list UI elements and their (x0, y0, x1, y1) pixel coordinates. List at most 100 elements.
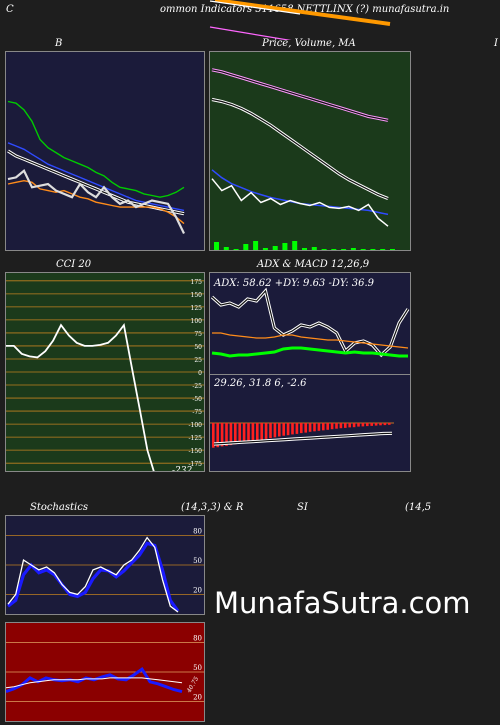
cci-tick-label: 75 (194, 331, 202, 338)
volume-bar (321, 249, 327, 250)
rsi-tick-label: 20 (193, 693, 202, 701)
title-stoch-params: (14,3,3) & R (181, 502, 244, 513)
adx-plusminus-inner (211, 289, 409, 356)
macd-hist-bar (269, 423, 272, 439)
title-adx-macd: ADX & MACD 12,26,9 (257, 259, 370, 270)
cci-tick-label: 125 (191, 305, 203, 312)
volume-bar (390, 249, 395, 250)
price-series-0-inner (211, 98, 389, 200)
macd-hist-bar (225, 423, 228, 446)
volume-bar (253, 241, 259, 250)
macd-hist-bar (374, 423, 378, 426)
bollinger-chart (7, 100, 185, 234)
cci-tick-label: 0 (198, 370, 202, 377)
macd-hist-bar (291, 423, 294, 435)
header-left-letter: C (6, 4, 14, 15)
price-series-1-inner (211, 69, 389, 121)
macd-hist-bar (344, 423, 347, 428)
cci-tick-label: -175 (189, 461, 203, 468)
rsi-line (6, 666, 183, 694)
header-stripes (209, 0, 391, 40)
volume-bar (331, 249, 337, 250)
macd-hist-bar (366, 423, 369, 427)
volume-bar (370, 249, 376, 250)
macd-hist-bar (216, 423, 219, 448)
volume-bar (380, 249, 386, 250)
price-series-3 (211, 178, 389, 227)
macd-hist-bar (308, 423, 312, 432)
macd-hist-bar (357, 423, 360, 427)
bollinger-series-4 (7, 169, 185, 234)
cci-tick-label: 150 (191, 292, 203, 299)
macd-hist-bar (251, 423, 255, 442)
macd-hist-bar (388, 423, 391, 425)
cci-tick-label: -75 (192, 409, 202, 416)
cci-tick-label: -125 (189, 435, 203, 442)
cci-tick-label: 25 (194, 357, 202, 364)
cci-tick-label: -100 (189, 422, 203, 429)
macd-hist-bar (282, 423, 285, 436)
macd-hist-bar (300, 423, 303, 434)
volume-bar (302, 248, 307, 250)
pink-stripe (209, 26, 292, 40)
macd-hist-bar (229, 423, 233, 446)
macd-hist-bar (339, 423, 343, 429)
cci-panel: 175 150 125 100 75 50 25 0 -25 -50 -75 -100 -125 -150… (5, 272, 205, 472)
macd-hist-bar (286, 423, 290, 436)
volume-bar (341, 249, 347, 250)
adx-panel: ADX: 58.62 +DY: 9.63 -DY: 36.9 (209, 272, 411, 375)
stoch-k-line (7, 536, 179, 613)
watermark: MunafaSutra.com (214, 586, 471, 620)
macd-hist-bar (260, 423, 263, 440)
cci-last-label: -232 (172, 466, 192, 471)
volume-bar (233, 249, 239, 250)
macd-hist-bar (304, 423, 307, 433)
stoch-tick-label: 20 (193, 586, 202, 594)
adx-chart: ADX: 58.62 +DY: 9.63 -DY: 36.9 (210, 278, 410, 358)
adx-signal (212, 332, 409, 349)
adx-line (211, 346, 408, 358)
price-panel (209, 51, 411, 251)
volume-bar (311, 247, 317, 250)
stoch-tick-label: 50 (193, 557, 202, 565)
macd-hist-bar (335, 423, 338, 429)
macd-label: 29.26, 31.8 6, -2.6 (213, 378, 307, 389)
macd-hist-bar (234, 423, 237, 445)
white-stripe (209, 0, 301, 15)
macd-hist-bar (322, 423, 325, 431)
macd-hist-bar (247, 423, 250, 442)
title-stoch: Stochastics (30, 502, 88, 513)
macd-hist-bar (379, 423, 382, 426)
price-series-2 (211, 169, 389, 216)
stoch-panel: 80 50 20 (5, 515, 205, 615)
macd-hist-bar (295, 423, 299, 434)
volume-bar (292, 241, 298, 250)
cci-tick-label: -150 (189, 448, 203, 455)
header-title: ommon Indicators 511658 NETTLINX (?) mun… (160, 4, 450, 15)
title-bollinger: B (55, 38, 63, 49)
macd-hist-bar (212, 423, 215, 448)
macd-hist-bar (348, 423, 351, 428)
macd-hist-bar (242, 423, 246, 443)
stoch-d-line (7, 541, 180, 613)
cci-tick-label: -50 (192, 396, 202, 403)
rsi-tick-label: 80 (193, 635, 202, 643)
bollinger-series-0 (7, 100, 185, 198)
macd-panel: 29.26, 31.8 6, -2.6 (209, 374, 411, 472)
volume-bar (243, 244, 249, 250)
macd-hist-bar (330, 423, 334, 430)
cci-tick-label: -25 (192, 383, 202, 390)
title-right-cut: I (494, 38, 498, 49)
stoch-chart: 80 50 20 (6, 528, 204, 613)
price-chart (211, 68, 395, 250)
title-si: SI (297, 502, 308, 513)
macd-hist-bar (313, 423, 316, 432)
rsi-last-label: 40.75 (185, 675, 200, 694)
title-cci: CCI 20 (56, 259, 92, 270)
macd-chart: 29.26, 31.8 6, -2.6 (210, 378, 394, 448)
macd-hist-bar (352, 423, 356, 428)
cci-tick-label: 50 (194, 344, 202, 351)
adx-plusminus-outer (210, 287, 410, 358)
macd-hist-bar (273, 423, 277, 438)
